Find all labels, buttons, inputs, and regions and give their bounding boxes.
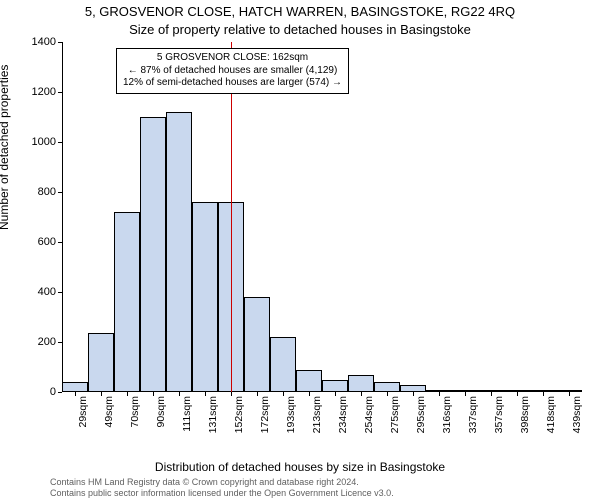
y-tick-label: 1200 — [32, 86, 62, 98]
credit-line: Contains public sector information licen… — [50, 488, 394, 498]
bar — [140, 117, 166, 392]
plot-area: 020040060080010001200140029sqm49sqm70sqm… — [62, 42, 582, 392]
annotation-line: 5 GROSVENOR CLOSE: 162sqm — [123, 52, 342, 65]
annotation-line: ← 87% of detached houses are smaller (4,… — [123, 65, 342, 78]
x-tick-label: 316sqm — [439, 392, 453, 433]
bar — [348, 375, 374, 393]
x-tick-label: 172sqm — [257, 392, 271, 433]
bar — [114, 212, 140, 392]
x-tick-label: 49sqm — [101, 392, 115, 428]
y-axis-line — [62, 42, 63, 392]
y-tick-label: 0 — [50, 386, 62, 398]
x-axis-label: Distribution of detached houses by size … — [0, 460, 600, 474]
y-tick-label: 1000 — [32, 136, 62, 148]
x-tick-label: 295sqm — [413, 392, 427, 433]
x-tick-label: 213sqm — [309, 392, 323, 433]
x-tick-label: 90sqm — [153, 392, 167, 428]
x-tick-label: 439sqm — [569, 392, 583, 433]
x-tick-label: 152sqm — [231, 392, 245, 433]
x-tick-label: 357sqm — [491, 392, 505, 433]
credit-line: Contains HM Land Registry data © Crown c… — [50, 477, 394, 487]
y-tick-label: 800 — [38, 186, 62, 198]
bar — [374, 382, 400, 392]
bar — [88, 333, 114, 392]
bar — [62, 382, 88, 392]
page-title: 5, GROSVENOR CLOSE, HATCH WARREN, BASING… — [0, 4, 600, 19]
y-tick-label: 1400 — [32, 36, 62, 48]
x-tick-label: 418sqm — [543, 392, 557, 433]
bar — [270, 337, 296, 392]
x-tick-label: 111sqm — [179, 392, 193, 432]
annotation-line: 12% of semi-detached houses are larger (… — [123, 77, 342, 90]
y-axis-label: Number of detached properties — [0, 65, 11, 230]
x-tick-label: 70sqm — [127, 392, 141, 428]
bar — [244, 297, 270, 392]
x-tick-label: 131sqm — [205, 392, 219, 433]
x-tick-label: 398sqm — [517, 392, 531, 433]
chart-subtitle: Size of property relative to detached ho… — [0, 22, 600, 37]
y-tick-label: 200 — [38, 336, 62, 348]
credit-text: Contains HM Land Registry data © Crown c… — [50, 477, 394, 498]
x-tick-label: 29sqm — [75, 392, 89, 428]
x-tick-label: 254sqm — [361, 392, 375, 433]
bar — [322, 380, 348, 393]
bar — [296, 370, 322, 393]
annotation-box: 5 GROSVENOR CLOSE: 162sqm← 87% of detach… — [116, 48, 349, 94]
x-tick-label: 275sqm — [387, 392, 401, 433]
x-tick-label: 337sqm — [465, 392, 479, 433]
bar — [192, 202, 218, 392]
y-tick-label: 400 — [38, 286, 62, 298]
y-tick-label: 600 — [38, 236, 62, 248]
reference-line — [231, 42, 232, 392]
bar — [166, 112, 192, 392]
bar — [400, 385, 426, 393]
x-tick-label: 193sqm — [283, 392, 297, 433]
x-tick-label: 234sqm — [335, 392, 349, 433]
